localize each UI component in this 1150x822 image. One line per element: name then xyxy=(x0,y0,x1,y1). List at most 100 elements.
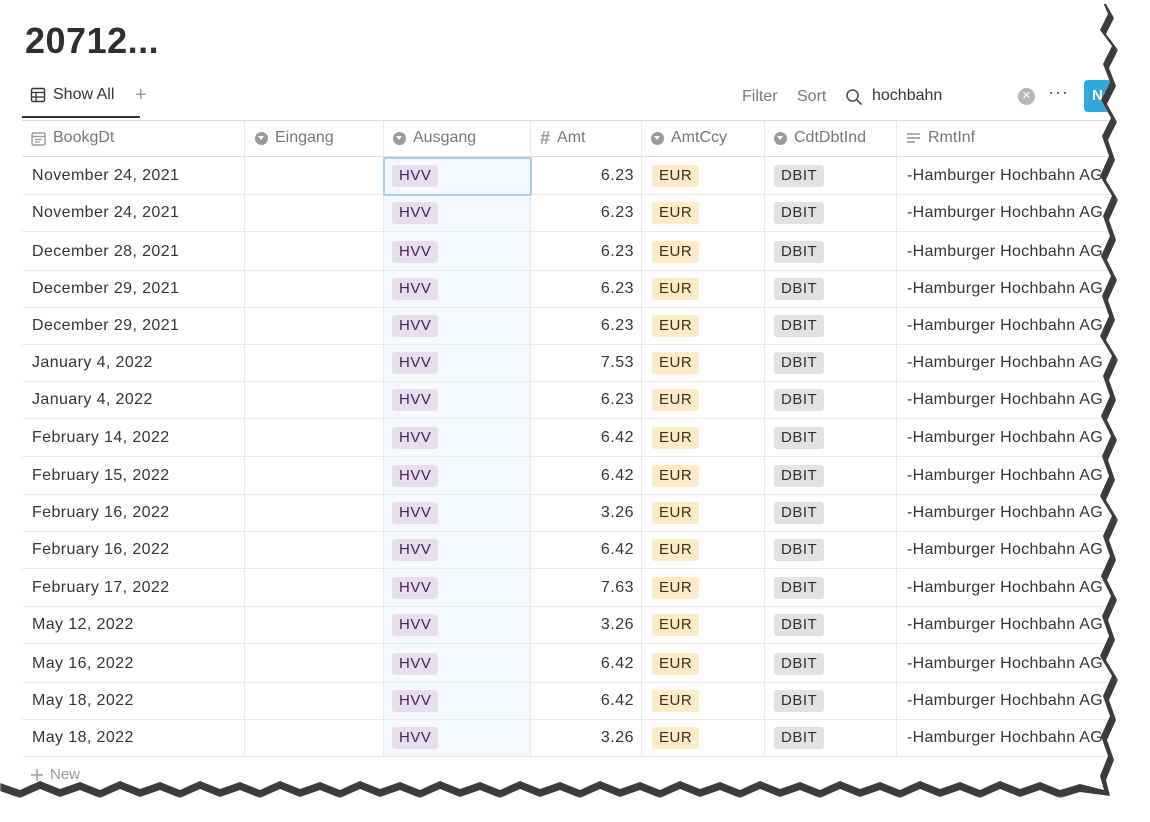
bookgdt-cell[interactable]: December 29, 2021 xyxy=(32,279,180,297)
column-header-rmtinf[interactable]: RmtInf xyxy=(897,120,1112,156)
ausgang-cell[interactable]: HVV xyxy=(392,682,439,719)
amt-cell[interactable]: 7.63 xyxy=(600,578,634,596)
table-row[interactable]: February 15, 2022 HVV 6.42 EUR DBIT -Hamburge… xyxy=(22,457,1112,494)
sort-button[interactable]: Sort xyxy=(797,88,827,105)
bookgdt-cell[interactable]: May 16, 2022 xyxy=(32,654,134,672)
add-new-row-button[interactable]: New xyxy=(30,766,80,783)
cdtdbtind-cell[interactable]: DBIT xyxy=(774,645,825,682)
ausgang-cell[interactable]: HVV xyxy=(392,494,439,531)
amtccy-cell[interactable]: EUR xyxy=(652,157,700,194)
amt-cell[interactable]: 6.23 xyxy=(600,279,634,297)
cdtdbtind-cell[interactable]: DBIT xyxy=(774,682,825,719)
ausgang-cell[interactable]: HVV xyxy=(392,157,439,194)
rmtinf-cell[interactable]: -Hamburger Hochbahn AG xyxy=(907,540,1104,558)
amt-cell[interactable]: 6.42 xyxy=(600,691,634,709)
amtccy-cell[interactable]: EUR xyxy=(652,569,700,606)
amt-cell[interactable]: 3.26 xyxy=(600,615,634,633)
ausgang-cell[interactable]: HVV xyxy=(392,270,439,307)
ausgang-cell[interactable]: HVV xyxy=(392,381,439,418)
more-options-icon[interactable]: ··· xyxy=(1048,82,1069,102)
cdtdbtind-cell[interactable]: DBIT xyxy=(774,344,825,381)
bookgdt-cell[interactable]: January 4, 2022 xyxy=(32,353,153,371)
amt-cell[interactable]: 6.23 xyxy=(600,203,634,221)
amtccy-cell[interactable]: EUR xyxy=(652,270,700,307)
bookgdt-cell[interactable]: December 29, 2021 xyxy=(32,316,180,334)
search-input[interactable]: hochbahn xyxy=(872,87,943,104)
add-view-button[interactable]: + xyxy=(135,84,147,106)
ausgang-cell[interactable]: HVV xyxy=(392,569,439,606)
ausgang-cell[interactable]: HVV xyxy=(392,307,439,344)
rmtinf-cell[interactable]: -Hamburger Hochbahn AG xyxy=(907,578,1104,596)
rmtinf-cell[interactable]: -Hamburger Hochbahn AG xyxy=(907,654,1104,672)
ausgang-cell[interactable]: HVV xyxy=(392,457,439,494)
table-row[interactable]: November 24, 2021 HVV 6.23 EUR DBIT -Hamburge… xyxy=(22,194,1112,231)
bookgdt-cell[interactable]: May 18, 2022 xyxy=(32,728,134,746)
rmtinf-cell[interactable]: -Hamburger Hochbahn AG xyxy=(907,503,1104,521)
cdtdbtind-cell[interactable]: DBIT xyxy=(774,233,825,270)
rmtinf-cell[interactable]: -Hamburger Hochbahn AG xyxy=(907,242,1104,260)
view-tab-show-all[interactable]: Show All xyxy=(30,86,114,104)
bookgdt-cell[interactable]: February 14, 2022 xyxy=(32,428,170,446)
clear-search-icon[interactable]: ✕ xyxy=(1018,88,1035,105)
amt-cell[interactable]: 6.42 xyxy=(600,540,634,558)
cdtdbtind-cell[interactable]: DBIT xyxy=(774,419,825,456)
column-header-amtccy[interactable]: AmtCcy xyxy=(642,120,764,156)
rmtinf-cell[interactable]: -Hamburger Hochbahn AG xyxy=(907,166,1104,184)
bookgdt-cell[interactable]: February 15, 2022 xyxy=(32,466,170,484)
table-row[interactable]: February 17, 2022 HVV 7.63 EUR DBIT -Hamburge… xyxy=(22,569,1112,606)
cdtdbtind-cell[interactable]: DBIT xyxy=(774,157,825,194)
amtccy-cell[interactable]: EUR xyxy=(652,307,700,344)
bookgdt-cell[interactable]: January 4, 2022 xyxy=(32,390,153,408)
table-row[interactable]: May 16, 2022 HVV 6.42 EUR DBIT -Hamburger Hoc… xyxy=(22,645,1112,682)
filter-button[interactable]: Filter xyxy=(742,88,778,105)
rmtinf-cell[interactable]: -Hamburger Hochbahn AG xyxy=(907,615,1104,633)
ausgang-cell[interactable]: HVV xyxy=(392,233,439,270)
table-row[interactable]: January 4, 2022 HVV 7.53 EUR DBIT -Hamburger … xyxy=(22,344,1112,381)
rmtinf-cell[interactable]: -Hamburger Hochbahn AG xyxy=(907,466,1104,484)
amt-cell[interactable]: 7.53 xyxy=(600,353,634,371)
amtccy-cell[interactable]: EUR xyxy=(652,682,700,719)
cdtdbtind-cell[interactable]: DBIT xyxy=(774,606,825,643)
table-row[interactable]: May 18, 2022 HVV 3.26 EUR DBIT -Hamburger Hoc… xyxy=(22,719,1112,756)
cdtdbtind-cell[interactable]: DBIT xyxy=(774,569,825,606)
bookgdt-cell[interactable]: November 24, 2021 xyxy=(32,166,180,184)
rmtinf-cell[interactable]: -Hamburger Hochbahn AG xyxy=(907,428,1104,446)
table-row[interactable]: January 4, 2022 HVV 6.23 EUR DBIT -Hamburger … xyxy=(22,381,1112,418)
amt-cell[interactable]: 3.26 xyxy=(600,503,634,521)
column-header-bookgdt[interactable]: BookgDt xyxy=(22,120,244,156)
rmtinf-cell[interactable]: -Hamburger Hochbahn AG xyxy=(907,279,1104,297)
ausgang-cell[interactable]: HVV xyxy=(392,344,439,381)
rmtinf-cell[interactable]: -Hamburger Hochbahn AG xyxy=(907,390,1104,408)
bookgdt-cell[interactable]: May 12, 2022 xyxy=(32,615,134,633)
rmtinf-cell[interactable]: -Hamburger Hochbahn AG xyxy=(907,728,1104,746)
cdtdbtind-cell[interactable]: DBIT xyxy=(774,531,825,568)
amtccy-cell[interactable]: EUR xyxy=(652,233,700,270)
ausgang-cell[interactable]: HVV xyxy=(392,194,439,231)
amt-cell[interactable]: 6.23 xyxy=(600,166,634,184)
amt-cell[interactable]: 6.23 xyxy=(600,316,634,334)
table-row[interactable]: February 14, 2022 HVV 6.42 EUR DBIT -Hamburge… xyxy=(22,419,1112,456)
rmtinf-cell[interactable]: -Hamburger Hochbahn AG xyxy=(907,203,1104,221)
ausgang-cell[interactable]: HVV xyxy=(392,645,439,682)
search-icon[interactable] xyxy=(845,88,863,106)
amtccy-cell[interactable]: EUR xyxy=(652,606,700,643)
amt-cell[interactable]: 6.42 xyxy=(600,654,634,672)
table-row[interactable]: December 28, 2021 HVV 6.23 EUR DBIT -Hamburge… xyxy=(22,233,1112,270)
amtccy-cell[interactable]: EUR xyxy=(652,457,700,494)
table-row[interactable]: February 16, 2022 HVV 3.26 EUR DBIT -Hamburge… xyxy=(22,494,1112,531)
rmtinf-cell[interactable]: -Hamburger Hochbahn AG xyxy=(907,316,1104,334)
amtccy-cell[interactable]: EUR xyxy=(652,381,700,418)
rmtinf-cell[interactable]: -Hamburger Hochbahn AG xyxy=(907,691,1104,709)
table-row[interactable]: May 12, 2022 HVV 3.26 EUR DBIT -Hamburger Hoc… xyxy=(22,606,1112,643)
amt-cell[interactable]: 6.23 xyxy=(600,390,634,408)
column-header-cdtdbtind[interactable]: CdtDbtInd xyxy=(765,120,896,156)
amtccy-cell[interactable]: EUR xyxy=(652,344,700,381)
table-row[interactable]: May 18, 2022 HVV 6.42 EUR DBIT -Hamburger Hoc… xyxy=(22,682,1112,719)
bookgdt-cell[interactable]: February 16, 2022 xyxy=(32,503,170,521)
column-header-amt[interactable]: # Amt xyxy=(531,120,641,156)
column-header-ausgang[interactable]: Ausgang xyxy=(384,120,530,156)
cdtdbtind-cell[interactable]: DBIT xyxy=(774,494,825,531)
cdtdbtind-cell[interactable]: DBIT xyxy=(774,457,825,494)
cdtdbtind-cell[interactable]: DBIT xyxy=(774,270,825,307)
ausgang-cell[interactable]: HVV xyxy=(392,531,439,568)
